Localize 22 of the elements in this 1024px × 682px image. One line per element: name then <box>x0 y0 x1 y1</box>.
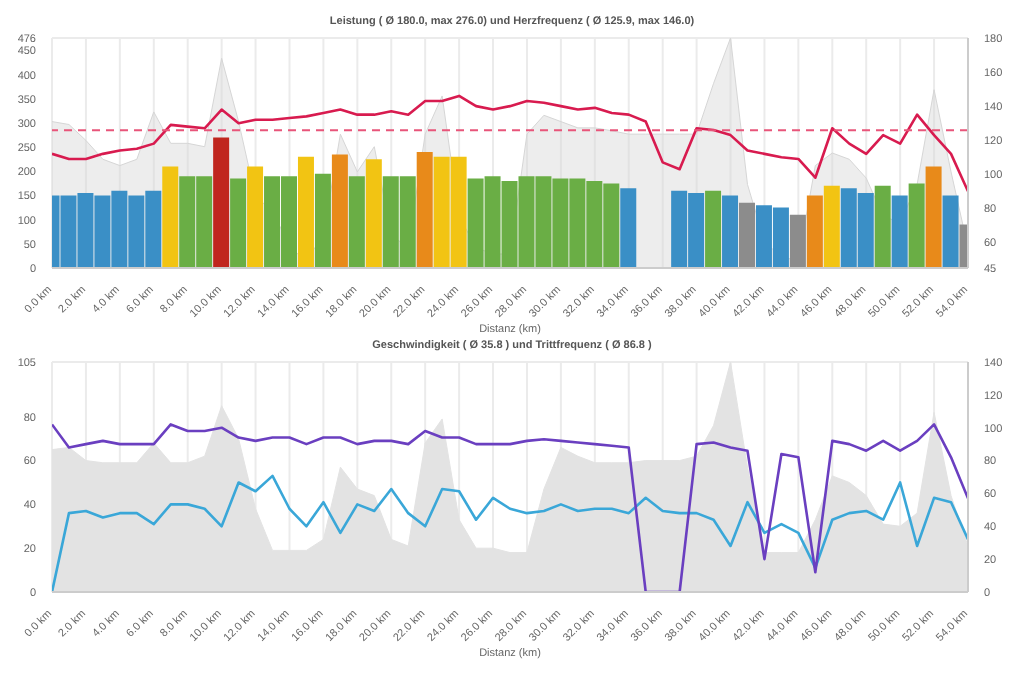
bar <box>806 195 823 268</box>
bar <box>891 195 908 268</box>
bar <box>314 173 331 268</box>
bar <box>874 185 891 268</box>
bar <box>416 152 433 268</box>
bar <box>230 178 247 268</box>
bar <box>348 176 365 268</box>
bar <box>705 190 722 268</box>
bar <box>297 156 314 268</box>
bar <box>331 154 348 268</box>
bar <box>722 195 739 268</box>
bar <box>739 202 755 268</box>
bar <box>213 137 230 268</box>
bar <box>162 166 179 268</box>
bar <box>789 214 806 268</box>
line-series <box>52 94 968 193</box>
bar <box>365 159 382 268</box>
bar <box>823 185 840 268</box>
bar <box>925 166 942 268</box>
bar <box>908 183 925 268</box>
bar <box>247 166 264 268</box>
bar <box>620 188 637 268</box>
